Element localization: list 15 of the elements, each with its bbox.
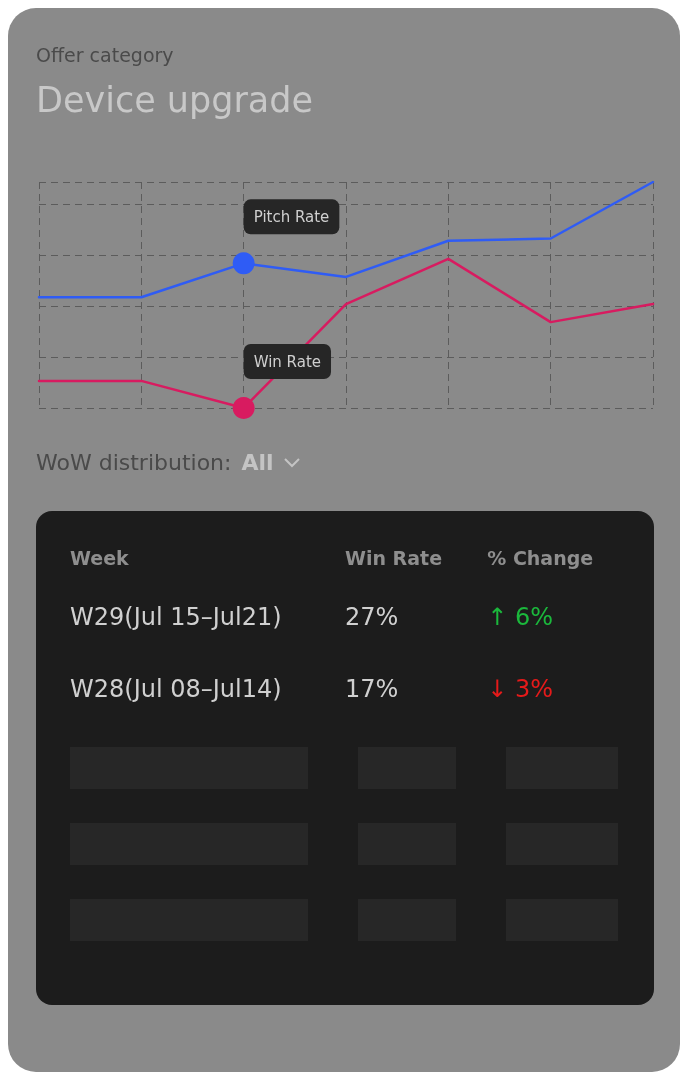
text: 17% [345, 675, 400, 703]
text: ↑ 6% [487, 603, 555, 631]
text: WoW distribution: [36, 450, 232, 475]
text: Week [70, 547, 130, 569]
text: Win Rate [345, 547, 444, 569]
series-label: Pitch Rate [253, 207, 330, 226]
text: W28(Jul 08–Jul14) [70, 675, 283, 703]
text: W29(Jul 15–Jul21) [70, 603, 283, 631]
text: All [241, 450, 274, 475]
text: % Change [487, 547, 595, 569]
series-label: Win Rate [253, 352, 322, 371]
text: ↓ 3% [487, 675, 555, 703]
text: 27% [345, 603, 400, 631]
chart-title: Device upgrade [36, 80, 315, 120]
chart-subtitle: Offer category [36, 44, 175, 66]
